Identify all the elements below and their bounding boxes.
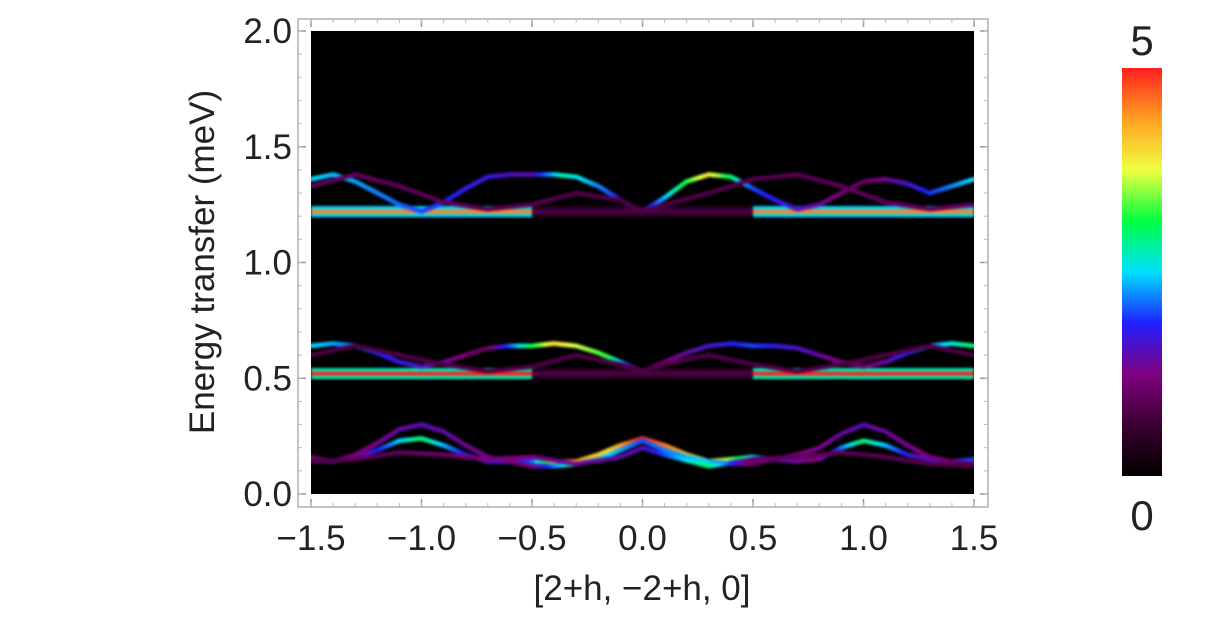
- x-tick-label: −1.0: [387, 519, 456, 558]
- band-point: [967, 351, 974, 358]
- x-tick-label: 1.5: [950, 519, 999, 558]
- x-ticks: −1.5 −1.0 −0.5 0.0 0.5 1.0 1.5: [276, 19, 998, 558]
- x-tick-label: −1.5: [276, 519, 345, 558]
- band-middle-0.52-b: [311, 343, 974, 374]
- spectrum-bands: [311, 172, 974, 469]
- x-tick-label: 1.0: [839, 519, 888, 558]
- y-tick-label: 1.5: [243, 128, 292, 167]
- y-axis-title: Energy transfer (meV): [183, 90, 222, 434]
- colorbar-max-label: 5: [1130, 17, 1153, 64]
- band-upper-1.22-b: [311, 172, 974, 214]
- x-tick-label: −0.5: [497, 519, 566, 558]
- heatmap-background: [311, 31, 974, 494]
- x-tick-label: 0.0: [618, 519, 667, 558]
- y-tick-label: 0.5: [243, 359, 292, 398]
- colorbar-min-label: 0: [1130, 492, 1153, 539]
- y-tick-label: 2.0: [243, 12, 292, 51]
- colorbar: [1122, 68, 1162, 476]
- y-tick-label: 1.0: [243, 244, 292, 283]
- x-axis-title: [2+h, −2+h, 0]: [534, 569, 751, 608]
- x-tick-label: 0.5: [729, 519, 778, 558]
- band-point: [967, 176, 974, 183]
- y-ticks: 0.0 0.5 1.0 1.5 2.0: [243, 12, 988, 514]
- y-tick-label: 0.0: [243, 475, 292, 514]
- band-lower-3: [311, 445, 974, 469]
